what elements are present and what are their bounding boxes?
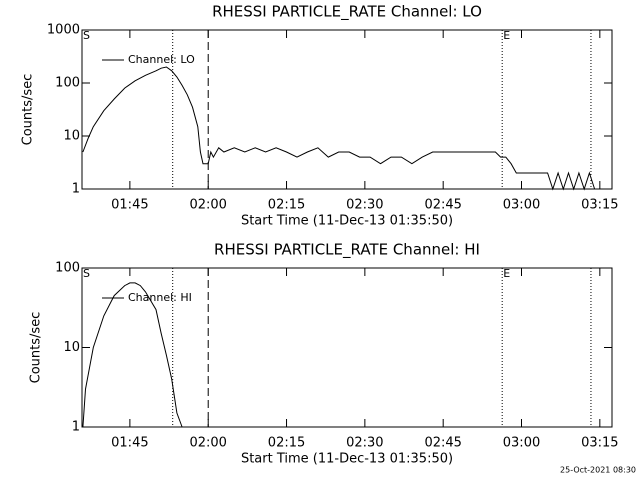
x-tick-label: 02:00 — [189, 198, 226, 213]
series-line — [82, 66, 596, 191]
x-tick-label: 02:30 — [346, 198, 383, 213]
chart-title: RHESSI PARTICLE_RATE Channel: LO — [212, 3, 482, 22]
series-line — [82, 282, 183, 428]
annotation: E — [503, 267, 510, 280]
x-tick-label: 02:45 — [424, 436, 461, 451]
x-tick-label: 02:30 — [346, 436, 383, 451]
annotation: S — [83, 29, 90, 42]
annotation: E — [503, 29, 510, 42]
x-tick-label: 02:00 — [189, 436, 226, 451]
x-tick-label: 02:15 — [268, 436, 305, 451]
y-tick-label: 100 — [55, 76, 80, 91]
x-tick-label: 01:45 — [111, 198, 148, 213]
x-tick-label: 02:15 — [268, 198, 305, 213]
y-tick-label: 1 — [72, 182, 80, 197]
y-tick-label: 10 — [63, 129, 80, 144]
x-tick-label: 02:45 — [424, 198, 461, 213]
y-tick-label: 1 — [72, 420, 80, 435]
plot-frame — [81, 29, 613, 190]
legend-label: Channel: HI — [128, 291, 192, 304]
x-axis-label: Start Time (11-Dec-13 01:35:50) — [241, 214, 453, 229]
x-tick-label: 03:15 — [581, 436, 618, 451]
x-axis-label: Start Time (11-Dec-13 01:35:50) — [241, 452, 453, 467]
legend-label: Channel: LO — [128, 53, 195, 66]
chart-title: RHESSI PARTICLE_RATE Channel: HI — [214, 241, 480, 260]
y-tick-label: 100 — [55, 261, 80, 276]
y-axis-label: Counts/sec — [29, 312, 44, 384]
x-tick-label: 03:00 — [503, 198, 540, 213]
x-tick-label: 03:00 — [503, 436, 540, 451]
y-tick-label: 10 — [63, 340, 80, 355]
annotation: S — [83, 267, 90, 280]
x-tick-label: 01:45 — [111, 436, 148, 451]
x-tick-label: 03:15 — [581, 198, 618, 213]
y-tick-label: 1000 — [47, 23, 80, 38]
y-axis-label: Counts/sec — [21, 74, 36, 146]
footer: 25-Oct-2021 08:30 — [560, 466, 636, 475]
